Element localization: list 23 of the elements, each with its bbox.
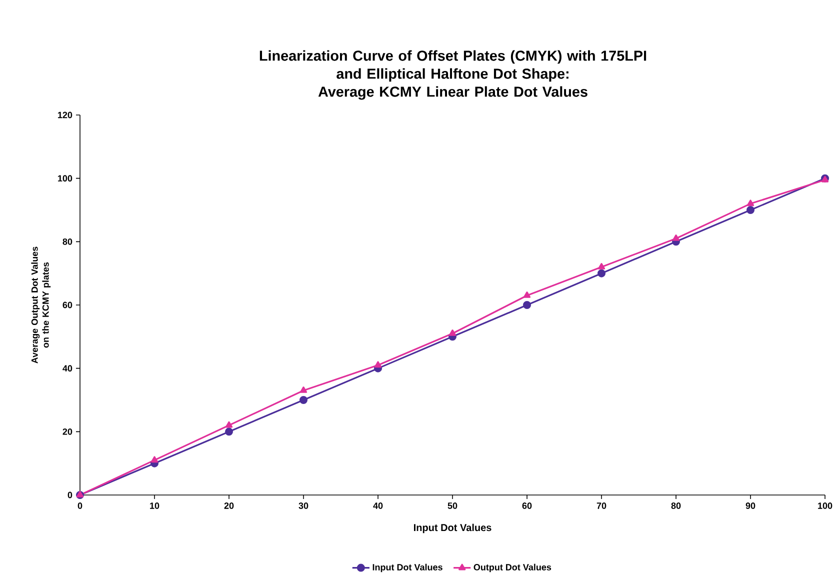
y-tick-label: 120 — [58, 112, 72, 118]
x-tick-label: 60 — [522, 502, 532, 509]
y-tick-label: 100 — [58, 175, 72, 182]
x-tick-label: 0 — [78, 502, 82, 509]
y-tick-label: 0 — [68, 492, 72, 498]
x-tick-label: 90 — [746, 502, 756, 509]
y-tick-label: 80 — [62, 238, 72, 245]
x-axis-title: Input Dot Values — [414, 524, 492, 534]
y-tick-label: 60 — [62, 302, 72, 308]
x-tick-label: 80 — [671, 502, 681, 509]
x-tick-label: 20 — [224, 502, 234, 509]
x-tick-label: 30 — [298, 502, 308, 509]
x-tick-label: 40 — [373, 502, 383, 509]
y-tick-label: 20 — [62, 428, 72, 435]
x-tick-label: 10 — [150, 502, 160, 509]
x-tick-label: 70 — [596, 502, 606, 509]
y-axis-title: Average Output Dot Values on the KCMY plates — [31, 246, 51, 364]
x-tick-label: 100 — [818, 502, 832, 509]
legend-label: Input Dot Values — [372, 564, 442, 572]
chart-title: Linearization Curve of Offset Plates (CMYK) with 175LPI and Elliptical Halftone Dot Shape: Average KCMY Linear Plate Dot Values — [260, 50, 646, 100]
legend-label: Output Dot Values — [474, 564, 552, 572]
y-tick-label: 40 — [62, 365, 72, 372]
x-tick-label: 50 — [448, 502, 458, 509]
